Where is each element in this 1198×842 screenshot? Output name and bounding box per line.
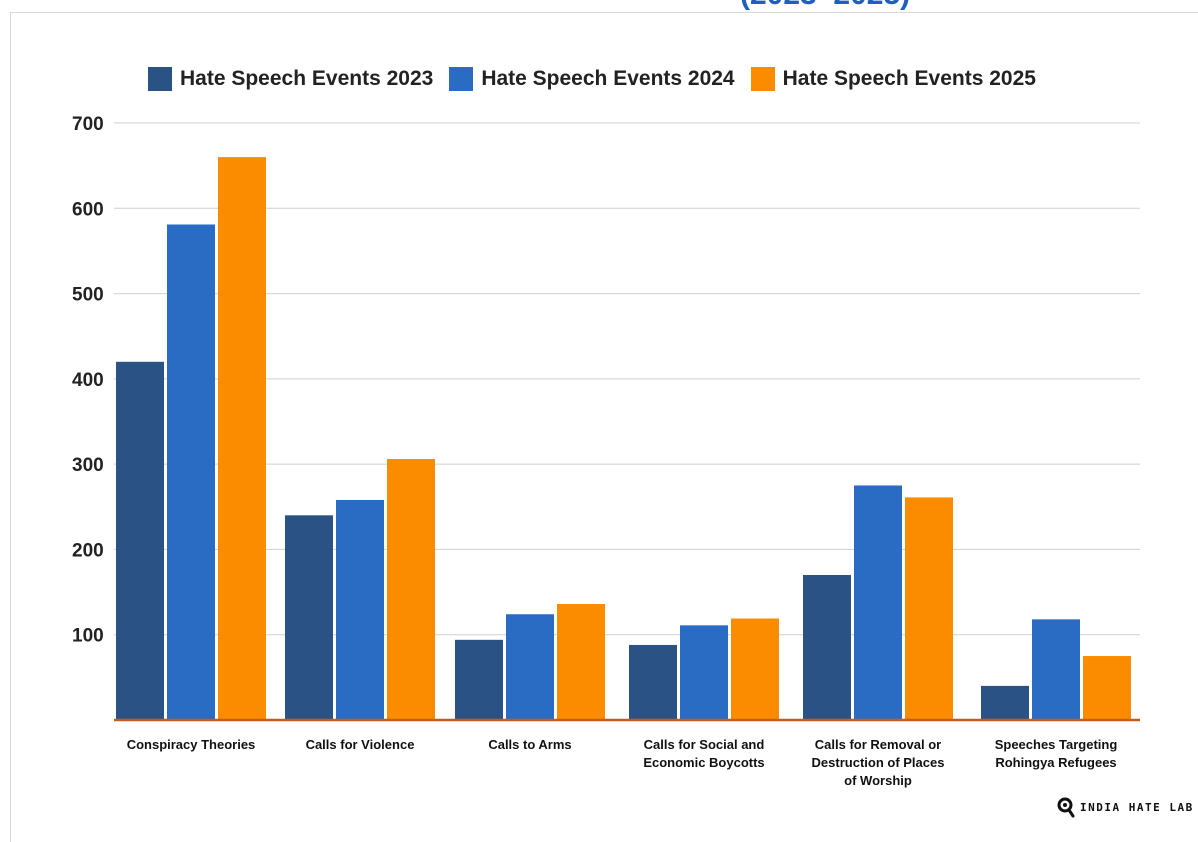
legend-swatch-2024 [449, 67, 474, 91]
y-tick-label: 400 [72, 370, 104, 391]
bar-2025 [218, 157, 266, 721]
category-label: Calls for Violence [306, 737, 415, 752]
y-tick-label: 700 [72, 114, 104, 135]
legend-swatch-2023 [148, 67, 172, 91]
y-tick-label: 100 [72, 626, 104, 647]
category-label: Rohingya Refugees [995, 755, 1116, 770]
magnifier-icon [1057, 797, 1075, 818]
legend-item-2024: Hate Speech Events 2024 [449, 67, 735, 91]
category-label: Calls for Removal or [815, 737, 941, 752]
category-label: of Worship [844, 773, 912, 788]
chart-legend: Hate Speech Events 2023 Hate Speech Even… [148, 62, 1052, 96]
bar-2025 [731, 618, 779, 720]
bar-2025 [387, 459, 435, 720]
bar-2024 [854, 485, 902, 720]
category-label: Conspiracy Theories [127, 737, 256, 752]
bar-2023 [285, 515, 333, 720]
logo-text: INDIA HATE LAB [1080, 800, 1194, 814]
bar-2023 [981, 685, 1029, 720]
y-tick-label: 300 [72, 455, 104, 476]
india-hate-lab-logo: INDIA HATE LAB [1056, 796, 1194, 818]
legend-item-2025: Hate Speech Events 2025 [750, 67, 1036, 91]
legend-label-2023: Hate Speech Events 2023 [180, 67, 434, 90]
bar-2024 [336, 499, 384, 720]
bar-2024 [167, 224, 215, 721]
bar-2024 [506, 614, 554, 720]
legend-label-2024: Hate Speech Events 2024 [481, 67, 735, 90]
legend-label-2025: Hate Speech Events 2025 [782, 67, 1036, 90]
chart-frame [10, 12, 1198, 842]
cropped-title: (2023–2025) [0, 0, 1198, 10]
y-tick-label: 600 [72, 199, 104, 220]
legend-item-2023: Hate Speech Events 2023 [148, 67, 433, 91]
bar-2025 [557, 604, 605, 720]
bar-2023 [455, 639, 503, 720]
bar-2025 [1083, 656, 1131, 720]
category-label: Speeches Targeting [995, 737, 1118, 752]
bar-2025 [905, 497, 953, 720]
bar-2023 [116, 361, 164, 720]
bar-2023 [629, 644, 677, 720]
bar-2023 [803, 575, 851, 720]
bar-2024 [1032, 619, 1080, 720]
y-tick-label: 500 [72, 285, 104, 306]
legend-swatch-2025 [750, 67, 775, 91]
y-tick-label: 200 [72, 540, 104, 561]
category-label: Destruction of Places [812, 755, 945, 770]
category-label: Calls to Arms [488, 737, 571, 752]
category-label: Calls for Social and [644, 737, 765, 752]
category-label: Economic Boycotts [643, 755, 764, 770]
bar-2024 [680, 625, 728, 720]
